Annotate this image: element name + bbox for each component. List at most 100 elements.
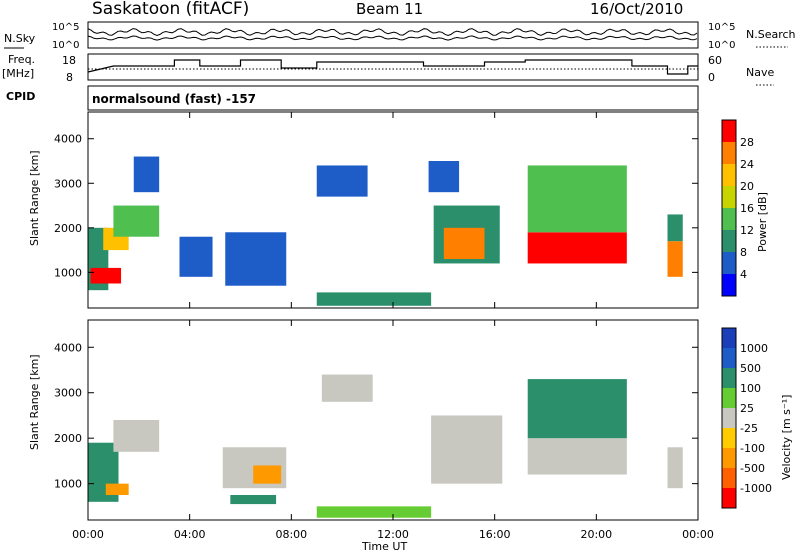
ytick-label: 3000 <box>54 387 82 400</box>
freq-left-tick-top: 18 <box>62 54 76 67</box>
colorbar-segment <box>722 488 736 508</box>
heatmap-region <box>179 236 213 277</box>
noise-panel-frame <box>87 21 699 49</box>
heatmap-region <box>113 420 160 452</box>
heatmap-region <box>431 415 503 484</box>
station-title: Saskatoon (fitACF) <box>92 0 249 19</box>
cpid-value: normalsound (fast) -157 <box>92 92 256 106</box>
colorbar-tick-label: -100 <box>740 442 765 455</box>
heatmap-region <box>105 483 129 495</box>
noise-left-tick-top: 10^5 <box>52 22 79 33</box>
noise-right-tick-bottom: 10^0 <box>708 40 735 51</box>
cpid-panel-frame <box>87 85 699 111</box>
noise-right-label: N.Search <box>746 28 796 41</box>
power-colorbar-label: Power [dB] <box>756 192 769 252</box>
colorbar-tick-label: 28 <box>740 136 754 149</box>
colorbar-segment <box>722 408 736 428</box>
x-axis-label: Time UT <box>361 540 407 553</box>
velocity-yticks: 4000 3000 2000 1000 <box>54 341 698 491</box>
colorbar-tick-label: -500 <box>740 462 765 475</box>
heatmap-region <box>667 447 683 489</box>
ytick-label: 2000 <box>54 222 82 235</box>
freq-label-line1: Freq. <box>8 53 35 66</box>
ytick-label: 1000 <box>54 478 82 491</box>
colorbar-segment <box>722 164 736 186</box>
heatmap-region <box>443 227 485 259</box>
freq-right-tick-top: 60 <box>708 54 722 67</box>
noise-left-tick-bottom: 10^0 <box>52 40 79 51</box>
velocity-ylabel: Slant Range [km] <box>28 354 41 450</box>
xtick-label: 20:00 <box>580 528 612 541</box>
colorbar-frame <box>721 119 737 297</box>
heatmap-region <box>113 205 160 237</box>
ytick-label: 2000 <box>54 432 82 445</box>
colorbar-segment <box>722 348 736 368</box>
freq-panel-frame <box>87 53 699 81</box>
date-label: 16/Oct/2010 <box>590 0 683 18</box>
colorbar-segment <box>722 388 736 408</box>
heatmap-region <box>225 232 287 286</box>
colorbar-tick-label: 100 <box>740 382 761 395</box>
xtick-label: 08:00 <box>275 528 307 541</box>
power-colorbar: 28 24 20 16 12 8 4 <box>721 119 754 297</box>
xtick-label: 16:00 <box>479 528 511 541</box>
velocity-colorbar: 1000 500 100 25 -25 -100 -500 -1000 <box>721 327 772 509</box>
heatmap-region <box>667 241 683 277</box>
colorbar-tick-label: 24 <box>740 158 754 171</box>
power-ylabel: Slant Range [km] <box>28 150 41 246</box>
heatmap-region <box>90 267 122 284</box>
freq-right-tick-bottom: 0 <box>708 71 715 84</box>
colorbar-tick-label: -1000 <box>740 482 772 495</box>
ytick-label: 4000 <box>54 133 82 146</box>
power-heatmap-cells <box>88 156 683 306</box>
colorbar-segment <box>722 252 736 274</box>
colorbar-segment <box>722 274 736 296</box>
colorbar-tick-label: 20 <box>740 180 754 193</box>
heatmap-region <box>428 161 460 193</box>
heatmap-region <box>253 465 282 484</box>
xtick-label: 00:00 <box>72 528 104 541</box>
freq-label-line2: [MHz] <box>2 67 34 80</box>
colorbar-frame <box>721 327 737 509</box>
colorbar-segment <box>722 230 736 252</box>
colorbar-tick-label: -25 <box>740 422 758 435</box>
colorbar-tick-label: 500 <box>740 362 761 375</box>
cpid-label: CPID <box>6 90 35 103</box>
noise-right-tick-top: 10^5 <box>708 22 735 33</box>
colorbar-segment <box>722 428 736 448</box>
heatmap-region <box>316 292 432 306</box>
xtick-label: 00:00 <box>682 528 714 541</box>
freq-right-label: Nave <box>746 66 774 79</box>
colorbar-segment <box>722 328 736 348</box>
colorbar-segment <box>722 468 736 488</box>
colorbar-tick-label: 16 <box>740 202 754 215</box>
colorbar-segment <box>722 208 736 230</box>
velocity-heatmap-cells <box>88 374 683 518</box>
noise-left-label: N.Sky <box>4 32 36 45</box>
colorbar-tick-label: 8 <box>740 246 747 259</box>
heatmap-region <box>133 156 160 193</box>
ytick-label: 1000 <box>54 266 82 279</box>
colorbar-tick-label: 1000 <box>740 342 768 355</box>
ytick-label: 3000 <box>54 177 82 190</box>
freq-trace <box>87 59 698 75</box>
heatmap-region <box>316 506 432 518</box>
xtick-label: 12:00 <box>377 528 409 541</box>
heatmap-region <box>230 495 277 505</box>
colorbar-tick-label: 25 <box>740 402 754 415</box>
colorbar-tick-label: 4 <box>740 268 747 281</box>
noise-sky-trace <box>87 27 698 37</box>
colorbar-tick-label: 12 <box>740 224 754 237</box>
noise-traces <box>87 27 698 41</box>
heatmap-region <box>527 379 627 439</box>
freq-left-tick-bottom: 8 <box>66 71 73 84</box>
power-yticks: 4000 3000 2000 1000 <box>54 133 698 279</box>
noise-search-trace <box>87 35 698 41</box>
ytick-label: 4000 <box>54 341 82 354</box>
heatmap-region <box>667 214 683 242</box>
heatmap-region <box>316 165 368 197</box>
beam-label: Beam 11 <box>356 0 423 18</box>
colorbar-segment <box>722 368 736 388</box>
colorbar-segment <box>722 142 736 164</box>
